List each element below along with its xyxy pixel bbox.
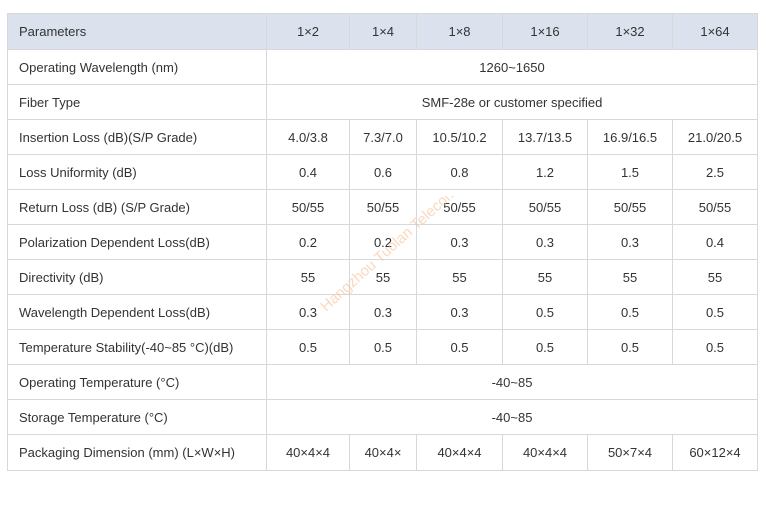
table-cell: 13.7/13.5 [502, 119, 588, 155]
table-cell: 55 [416, 259, 503, 295]
table-row: Packaging Dimension (mm) (L×W×H) 40×4×4 … [7, 434, 758, 471]
table-cell: 50/55 [672, 189, 758, 225]
table-cell: 10.5/10.2 [416, 119, 503, 155]
table-cell: 40×4×4 [416, 434, 503, 471]
value-fiber-type: SMF-28e or customer specified [266, 84, 758, 120]
table-cell: 16.9/16.5 [587, 119, 673, 155]
table-cell: 1.2 [502, 154, 588, 190]
table-cell: 0.5 [502, 329, 588, 365]
header-1x8: 1×8 [416, 13, 503, 50]
table-row: Insertion Loss (dB)(S/P Grade) 4.0/3.8 7… [7, 119, 758, 155]
table-cell: 0.5 [502, 294, 588, 330]
table-row: Return Loss (dB) (S/P Grade) 50/55 50/55… [7, 189, 758, 225]
param-storage-temperature: Storage Temperature (°C) [7, 399, 267, 435]
param-polarization-dependent-loss: Polarization Dependent Loss(dB) [7, 224, 267, 260]
header-1x64: 1×64 [672, 13, 758, 50]
table-cell: 0.3 [416, 294, 503, 330]
header-1x16: 1×16 [502, 13, 588, 50]
table-row: Polarization Dependent Loss(dB) 0.2 0.2 … [7, 224, 758, 260]
param-operating-wavelength: Operating Wavelength (nm) [7, 49, 267, 85]
table-row: Fiber Type SMF-28e or customer specified [7, 84, 758, 120]
table-row: Temperature Stability(-40~85 °C)(dB) 0.5… [7, 329, 758, 365]
table-row: Storage Temperature (°C) -40~85 [7, 399, 758, 435]
table-cell: 0.5 [672, 294, 758, 330]
table-cell: 55 [502, 259, 588, 295]
table-cell: 0.2 [349, 224, 417, 260]
table-cell: 40×4× [349, 434, 417, 471]
param-return-loss: Return Loss (dB) (S/P Grade) [7, 189, 267, 225]
table-cell: 0.3 [502, 224, 588, 260]
table-cell: 0.6 [349, 154, 417, 190]
param-directivity: Directivity (dB) [7, 259, 267, 295]
table-cell: 21.0/20.5 [672, 119, 758, 155]
table-cell: 0.5 [266, 329, 350, 365]
header-1x32: 1×32 [587, 13, 673, 50]
header-1x4: 1×4 [349, 13, 417, 50]
table-row: Wavelength Dependent Loss(dB) 0.3 0.3 0.… [7, 294, 758, 330]
table-cell: 0.4 [672, 224, 758, 260]
table-cell: 60×12×4 [672, 434, 758, 471]
table-cell: 0.5 [587, 294, 673, 330]
table-cell: 0.5 [416, 329, 503, 365]
table-cell: 0.2 [266, 224, 350, 260]
table-row: Directivity (dB) 55 55 55 55 55 55 [7, 259, 758, 295]
table-row: Operating Temperature (°C) -40~85 [7, 364, 758, 400]
table-cell: 0.3 [349, 294, 417, 330]
table-cell: 40×4×4 [266, 434, 350, 471]
table-cell: 0.3 [416, 224, 503, 260]
value-operating-temperature: -40~85 [266, 364, 758, 400]
table-cell: 55 [349, 259, 417, 295]
value-operating-wavelength: 1260~1650 [266, 49, 758, 85]
table-cell: 55 [266, 259, 350, 295]
table-row: Operating Wavelength (nm) 1260~1650 [7, 49, 758, 85]
param-loss-uniformity: Loss Uniformity (dB) [7, 154, 267, 190]
param-wavelength-dependent-loss: Wavelength Dependent Loss(dB) [7, 294, 267, 330]
table-cell: 0.3 [266, 294, 350, 330]
table-cell: 50/55 [587, 189, 673, 225]
table-cell: 50/55 [349, 189, 417, 225]
value-storage-temperature: -40~85 [266, 399, 758, 435]
table-cell: 0.3 [587, 224, 673, 260]
table-cell: 7.3/7.0 [349, 119, 417, 155]
table-cell: 50/55 [416, 189, 503, 225]
table-cell: 0.8 [416, 154, 503, 190]
table-cell: 0.4 [266, 154, 350, 190]
param-insertion-loss: Insertion Loss (dB)(S/P Grade) [7, 119, 267, 155]
table-cell: 0.5 [349, 329, 417, 365]
table-cell: 4.0/3.8 [266, 119, 350, 155]
table-cell: 1.5 [587, 154, 673, 190]
table-cell: 55 [587, 259, 673, 295]
table-header-row: Parameters 1×2 1×4 1×8 1×16 1×32 1×64 [7, 13, 758, 50]
param-fiber-type: Fiber Type [7, 84, 267, 120]
param-packaging-dimension: Packaging Dimension (mm) (L×W×H) [7, 434, 267, 471]
header-parameters: Parameters [7, 13, 267, 50]
table-cell: 50/55 [266, 189, 350, 225]
param-operating-temperature: Operating Temperature (°C) [7, 364, 267, 400]
spec-table: Parameters 1×2 1×4 1×8 1×16 1×32 1×64 Op… [7, 13, 758, 471]
table-cell: 50/55 [502, 189, 588, 225]
table-cell: 0.5 [672, 329, 758, 365]
table-cell: 55 [672, 259, 758, 295]
header-1x2: 1×2 [266, 13, 350, 50]
table-cell: 50×7×4 [587, 434, 673, 471]
table-cell: 0.5 [587, 329, 673, 365]
param-temperature-stability: Temperature Stability(-40~85 °C)(dB) [7, 329, 267, 365]
table-cell: 40×4×4 [502, 434, 588, 471]
table-row: Loss Uniformity (dB) 0.4 0.6 0.8 1.2 1.5… [7, 154, 758, 190]
table-cell: 2.5 [672, 154, 758, 190]
